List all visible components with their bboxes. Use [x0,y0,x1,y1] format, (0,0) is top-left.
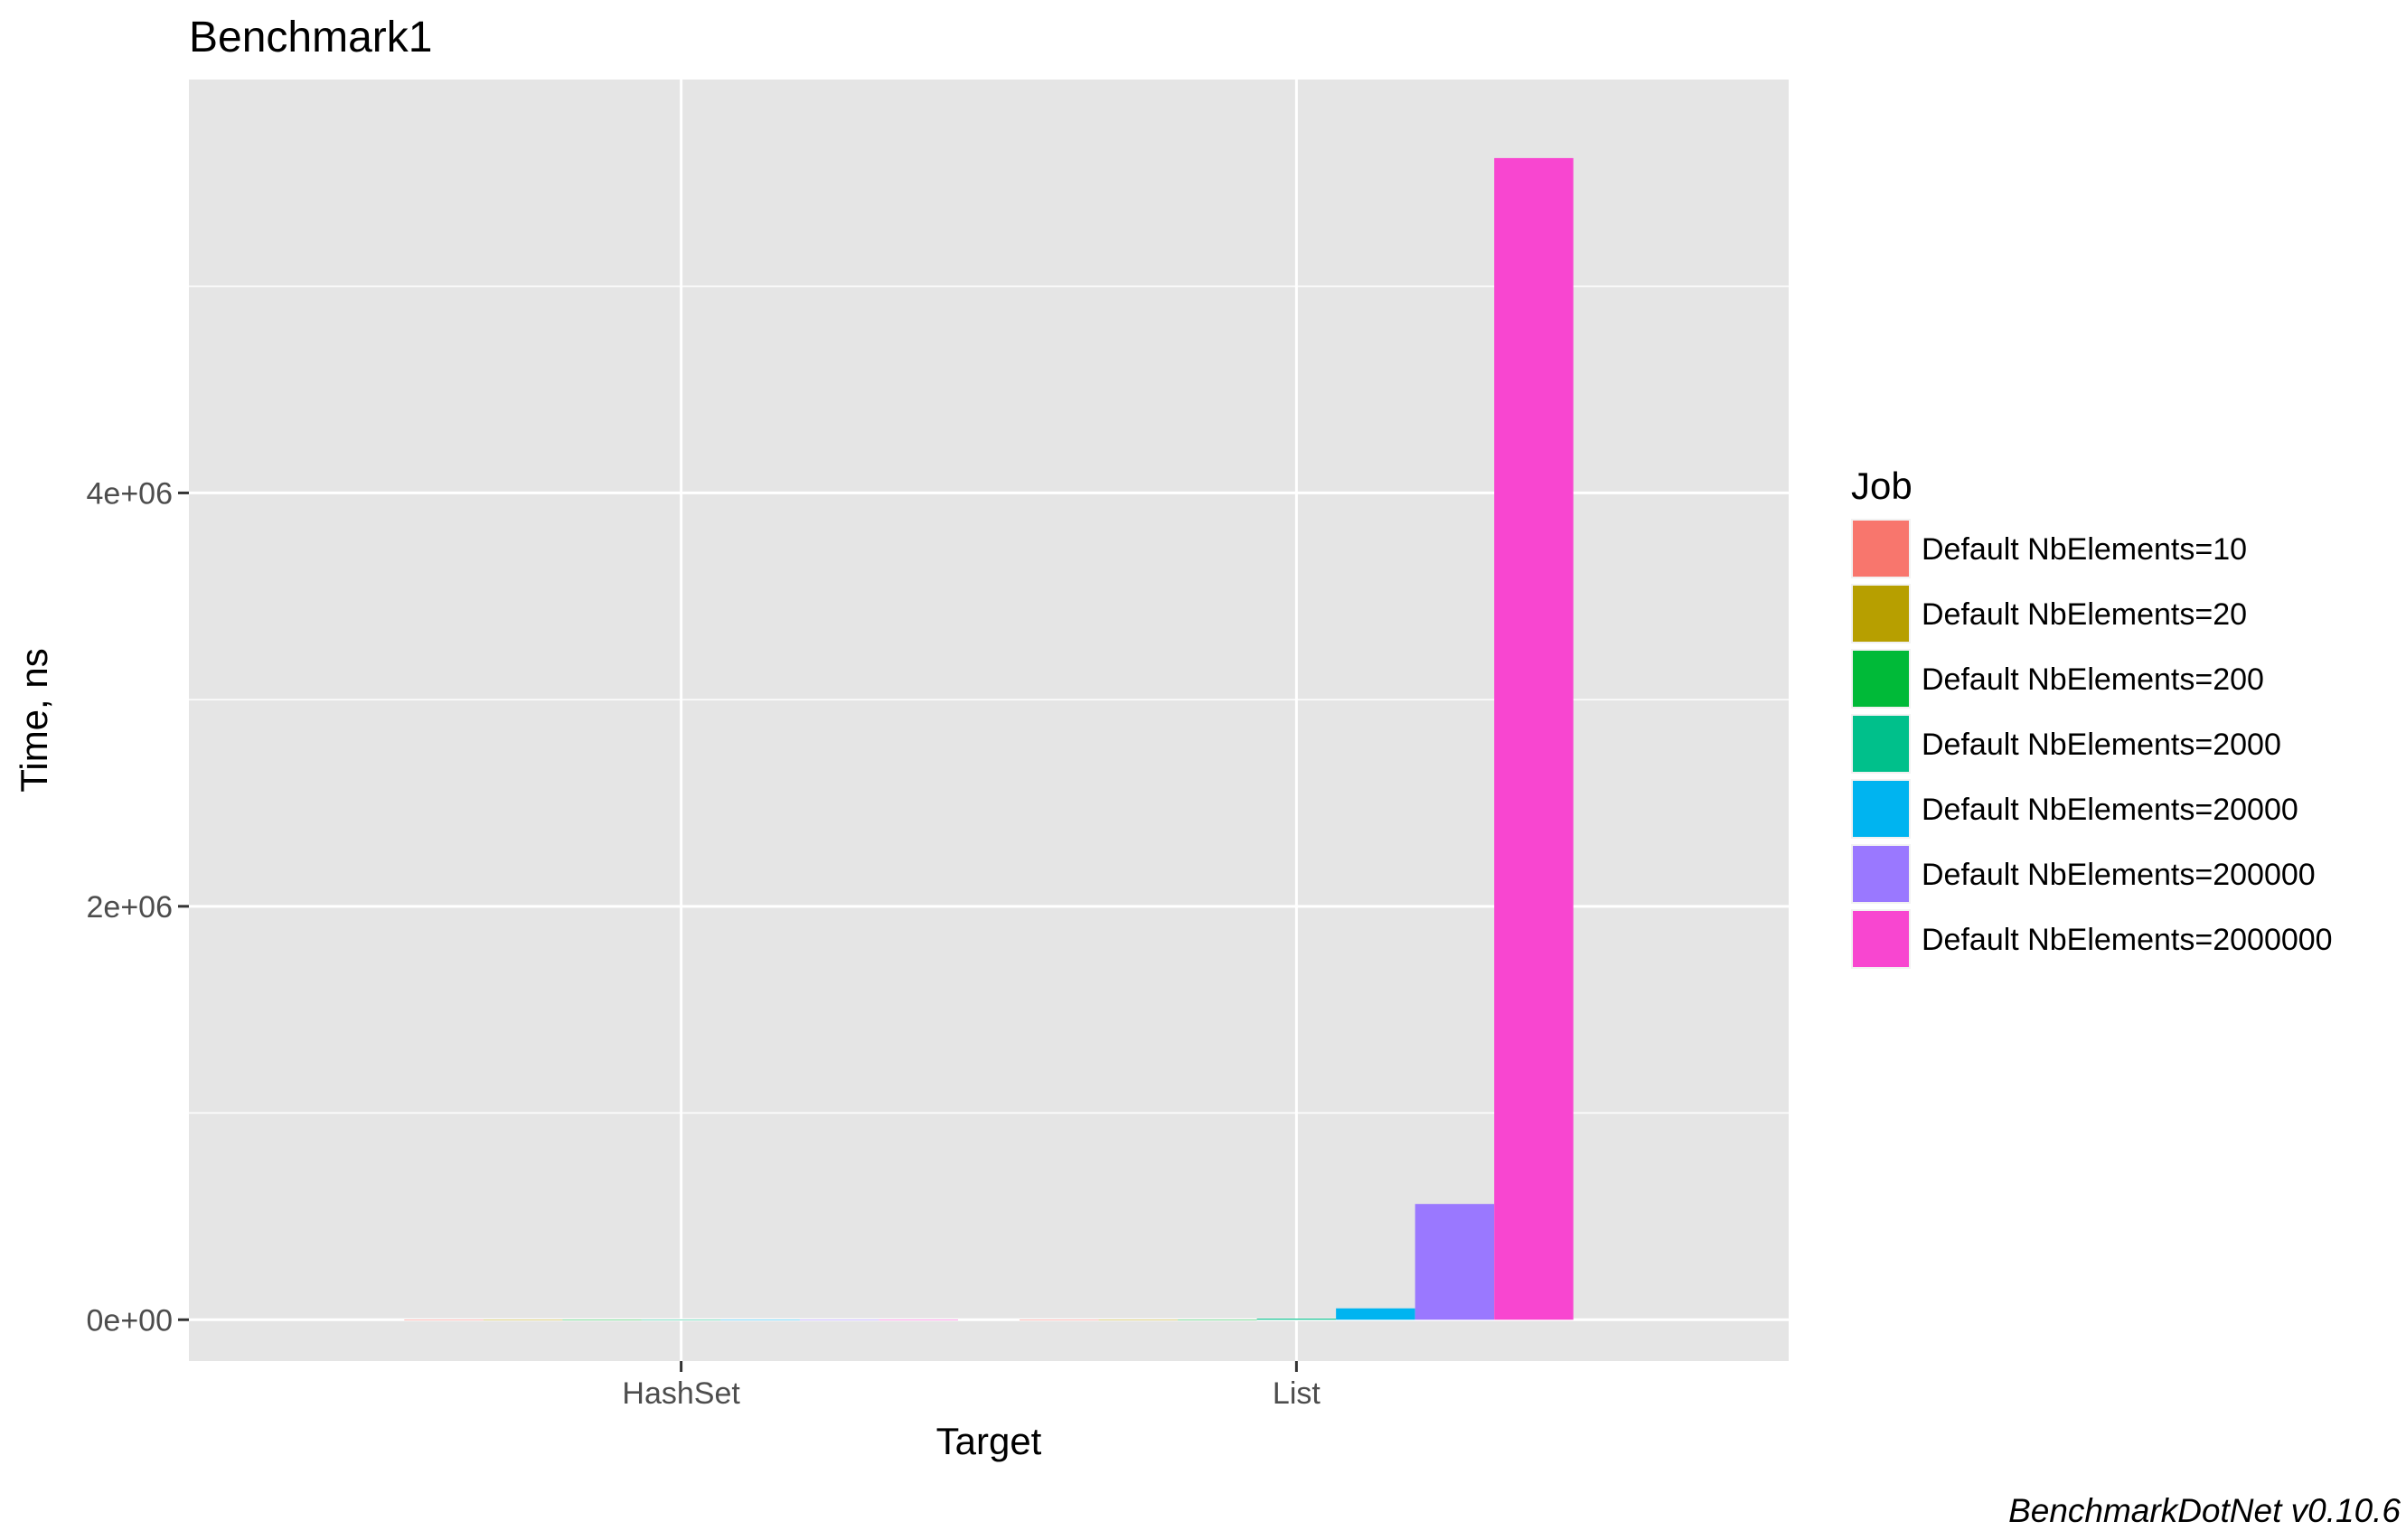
bar [641,1319,721,1320]
legend-swatch [1853,846,1909,902]
chart-title: Benchmark1 [189,14,432,61]
x-axis: HashSet List [622,1361,1320,1411]
x-axis-title: Target [936,1420,1042,1462]
legend-swatch [1853,911,1909,967]
legend-swatch [1853,716,1909,772]
bar [1098,1319,1179,1320]
bar [799,1319,879,1320]
x-tick-label: List [1273,1376,1320,1411]
legend-label: Default NbElements=200000 [1922,858,2316,892]
legend-label: Default NbElements=20 [1922,597,2247,632]
bar [1020,1319,1099,1320]
legend-title: Job [1851,465,1913,507]
bar [562,1319,642,1320]
legend-swatch [1853,586,1909,642]
bar [1414,1204,1495,1320]
x-tick-label: HashSet [622,1376,740,1411]
bar [1336,1308,1415,1320]
bar [879,1319,958,1320]
legend-swatch [1853,521,1909,577]
legend: Job Default NbElements=10 Default NbEleme… [1851,465,2333,969]
bars [404,157,1574,1320]
y-axis-title: Time, ns [13,648,55,792]
bar [720,1319,800,1320]
bar [1178,1319,1257,1320]
legend-label: Default NbElements=20000 [1922,793,2298,827]
y-axis: 0e+00 2e+06 4e+06 [87,476,189,1338]
y-tick-label: 0e+00 [87,1303,174,1338]
legend-label: Default NbElements=2000 [1922,728,2281,762]
legend-label: Default NbElements=200 [1922,662,2264,697]
legend-swatch [1853,651,1909,707]
legend-swatch [1853,781,1909,837]
y-tick-label: 4e+06 [87,476,174,511]
bar [483,1319,563,1320]
caption: BenchmarkDotNet v0.10.6 [2008,1492,2401,1529]
bar [404,1319,484,1320]
bar [1494,157,1574,1320]
y-tick-label: 2e+06 [87,890,174,925]
legend-label: Default NbElements=10 [1922,532,2247,567]
legend-label: Default NbElements=2000000 [1922,923,2333,957]
